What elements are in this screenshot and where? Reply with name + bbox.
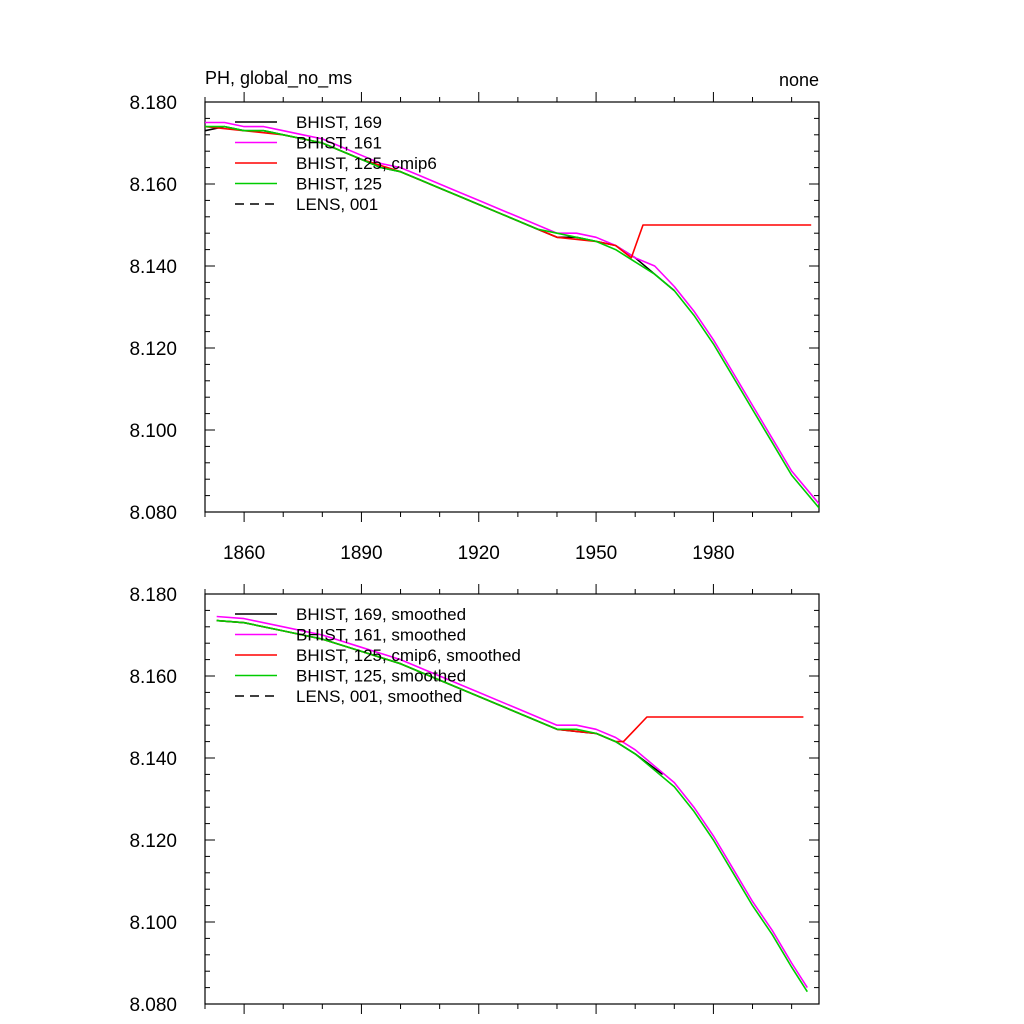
series-line-1 (216, 615, 808, 989)
legend-label: BHIST, 161, smoothed (296, 626, 466, 645)
legend-label: LENS, 001, smoothed (296, 687, 462, 706)
legend-label: LENS, 001 (296, 195, 378, 214)
y-tick-label: 8.140 (129, 257, 177, 278)
panel-bottom: 8.080 8.100 8.120 8.140 8.160 8.180 BHIST, 169… (129, 584, 820, 1016)
series-group (205, 121, 819, 509)
x-tick-label: 1890 (340, 543, 382, 564)
y-tick-label: 8.100 (129, 421, 177, 442)
x-tick-label: 1980 (692, 543, 734, 564)
legend-label: BHIST, 125, cmip6 (296, 154, 437, 173)
y-tick-label: 8.160 (129, 667, 177, 688)
legend-label: BHIST, 169, smoothed (296, 605, 466, 624)
chart-title-left: PH, global_no_ms (205, 68, 352, 89)
y-tick-label: 8.140 (129, 749, 177, 770)
y-tick-label: 8.180 (129, 585, 177, 606)
y-tick-label: 8.120 (129, 339, 177, 360)
series-line-3 (216, 619, 808, 993)
series-line-1 (205, 121, 819, 505)
y-tick-label: 8.180 (129, 93, 177, 114)
panel-top: 8.080 8.100 8.120 8.140 8.160 8.180 1860 1890 19… (129, 68, 820, 564)
y-tick-label: 8.080 (129, 995, 177, 1016)
chart-title-right: none (779, 70, 819, 90)
legend-label: BHIST, 169 (296, 113, 382, 132)
x-tick-label: 1860 (223, 543, 265, 564)
legend-label: BHIST, 125, cmip6, smoothed (296, 646, 521, 665)
x-tick-label: 1920 (458, 543, 500, 564)
y-tick-label: 8.080 (129, 503, 177, 524)
legend-label: BHIST, 125, smoothed (296, 667, 466, 686)
series-line-3 (205, 125, 819, 509)
plot-frame (204, 101, 820, 513)
y-tick-label: 8.120 (129, 831, 177, 852)
y-tick-label: 8.160 (129, 175, 177, 196)
legend-label: BHIST, 161 (296, 134, 382, 153)
x-tick-label: 1950 (575, 543, 617, 564)
legend-label: BHIST, 125 (296, 175, 382, 194)
series-group (216, 615, 808, 993)
plot-frame (204, 593, 820, 1005)
series-line-0 (205, 125, 675, 292)
y-tick-label: 8.100 (129, 913, 177, 934)
